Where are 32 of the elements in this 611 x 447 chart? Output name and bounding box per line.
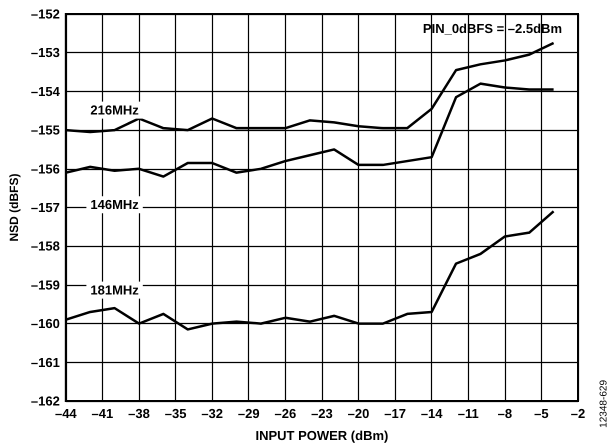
series-label: 216MHz: [90, 102, 140, 118]
text: 146MHz: [90, 197, 140, 212]
x-tick-label: –17: [384, 406, 406, 421]
y-tick-label: –157: [30, 200, 60, 215]
y-tick-label: –158: [30, 238, 60, 254]
x-axis-title: INPUT POWER (dBm): [255, 428, 388, 443]
x-tick-label: –2: [570, 406, 586, 421]
x-tick-label: –29: [238, 406, 260, 421]
x-tick-label: –26: [274, 406, 296, 421]
x-tick-label: –44: [54, 406, 78, 421]
x-tick-label: –38: [128, 406, 150, 421]
x-tick-label: –5: [534, 406, 549, 421]
x-tick-label: –14: [420, 406, 444, 421]
text: 12348-629: [598, 380, 610, 428]
y-tick-label: –161: [30, 354, 60, 370]
x-tick-label: –35: [164, 406, 186, 421]
y-axis-title: NSD (dBFS): [7, 174, 21, 242]
y-tick-label: –153: [30, 45, 60, 60]
y-tick-label: –155: [30, 122, 60, 138]
x-tick-label: –23: [311, 406, 333, 421]
y-tick-label: –154: [30, 84, 61, 99]
x-tick-label: –41: [92, 406, 114, 421]
x-tick-label: –8: [498, 406, 512, 421]
y-tick-label: –160: [30, 316, 60, 332]
y-tick-label: –162: [30, 394, 60, 408]
y-tick-label: –152: [30, 6, 60, 22]
y-tick-label: –159: [30, 277, 60, 292]
x-tick-label: –20: [348, 406, 370, 421]
series-label: 181MHz: [90, 282, 140, 298]
x-tick-label: –11: [458, 406, 479, 421]
x-tick-label: –32: [201, 406, 224, 421]
y-tick-label: –156: [30, 161, 60, 176]
